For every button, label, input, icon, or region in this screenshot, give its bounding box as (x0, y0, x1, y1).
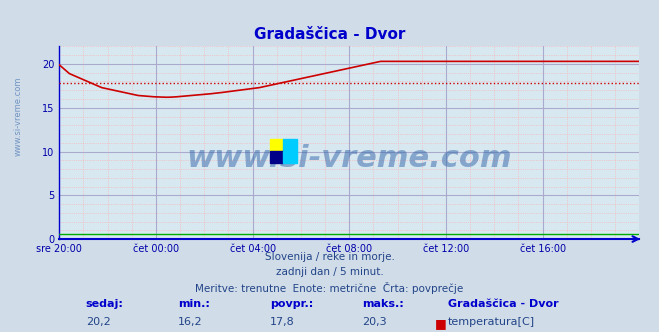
Bar (270, 139, 283, 151)
Text: povpr.:: povpr.: (270, 299, 314, 309)
Text: ■: ■ (435, 317, 447, 330)
Text: temperatura[C]: temperatura[C] (448, 317, 535, 327)
Text: maks.:: maks.: (362, 299, 404, 309)
Text: 20,2: 20,2 (86, 317, 111, 327)
Text: Meritve: trenutne  Enote: metrične  Črta: povprečje: Meritve: trenutne Enote: metrične Črta: … (195, 282, 464, 294)
Text: 16,2: 16,2 (178, 317, 202, 327)
Text: min.:: min.: (178, 299, 210, 309)
Text: 17,8: 17,8 (270, 317, 295, 327)
Text: sedaj:: sedaj: (86, 299, 123, 309)
Text: www.si-vreme.com: www.si-vreme.com (186, 144, 512, 173)
Bar (283, 139, 297, 151)
Text: Gradaščica - Dvor: Gradaščica - Dvor (254, 27, 405, 42)
Text: Slovenija / reke in morje.: Slovenija / reke in morje. (264, 252, 395, 262)
Text: 20,3: 20,3 (362, 317, 387, 327)
Text: Gradaščica - Dvor: Gradaščica - Dvor (448, 299, 559, 309)
Bar (283, 151, 297, 163)
Bar (270, 151, 283, 163)
Text: zadnji dan / 5 minut.: zadnji dan / 5 minut. (275, 267, 384, 277)
Text: www.si-vreme.com: www.si-vreme.com (13, 76, 22, 156)
